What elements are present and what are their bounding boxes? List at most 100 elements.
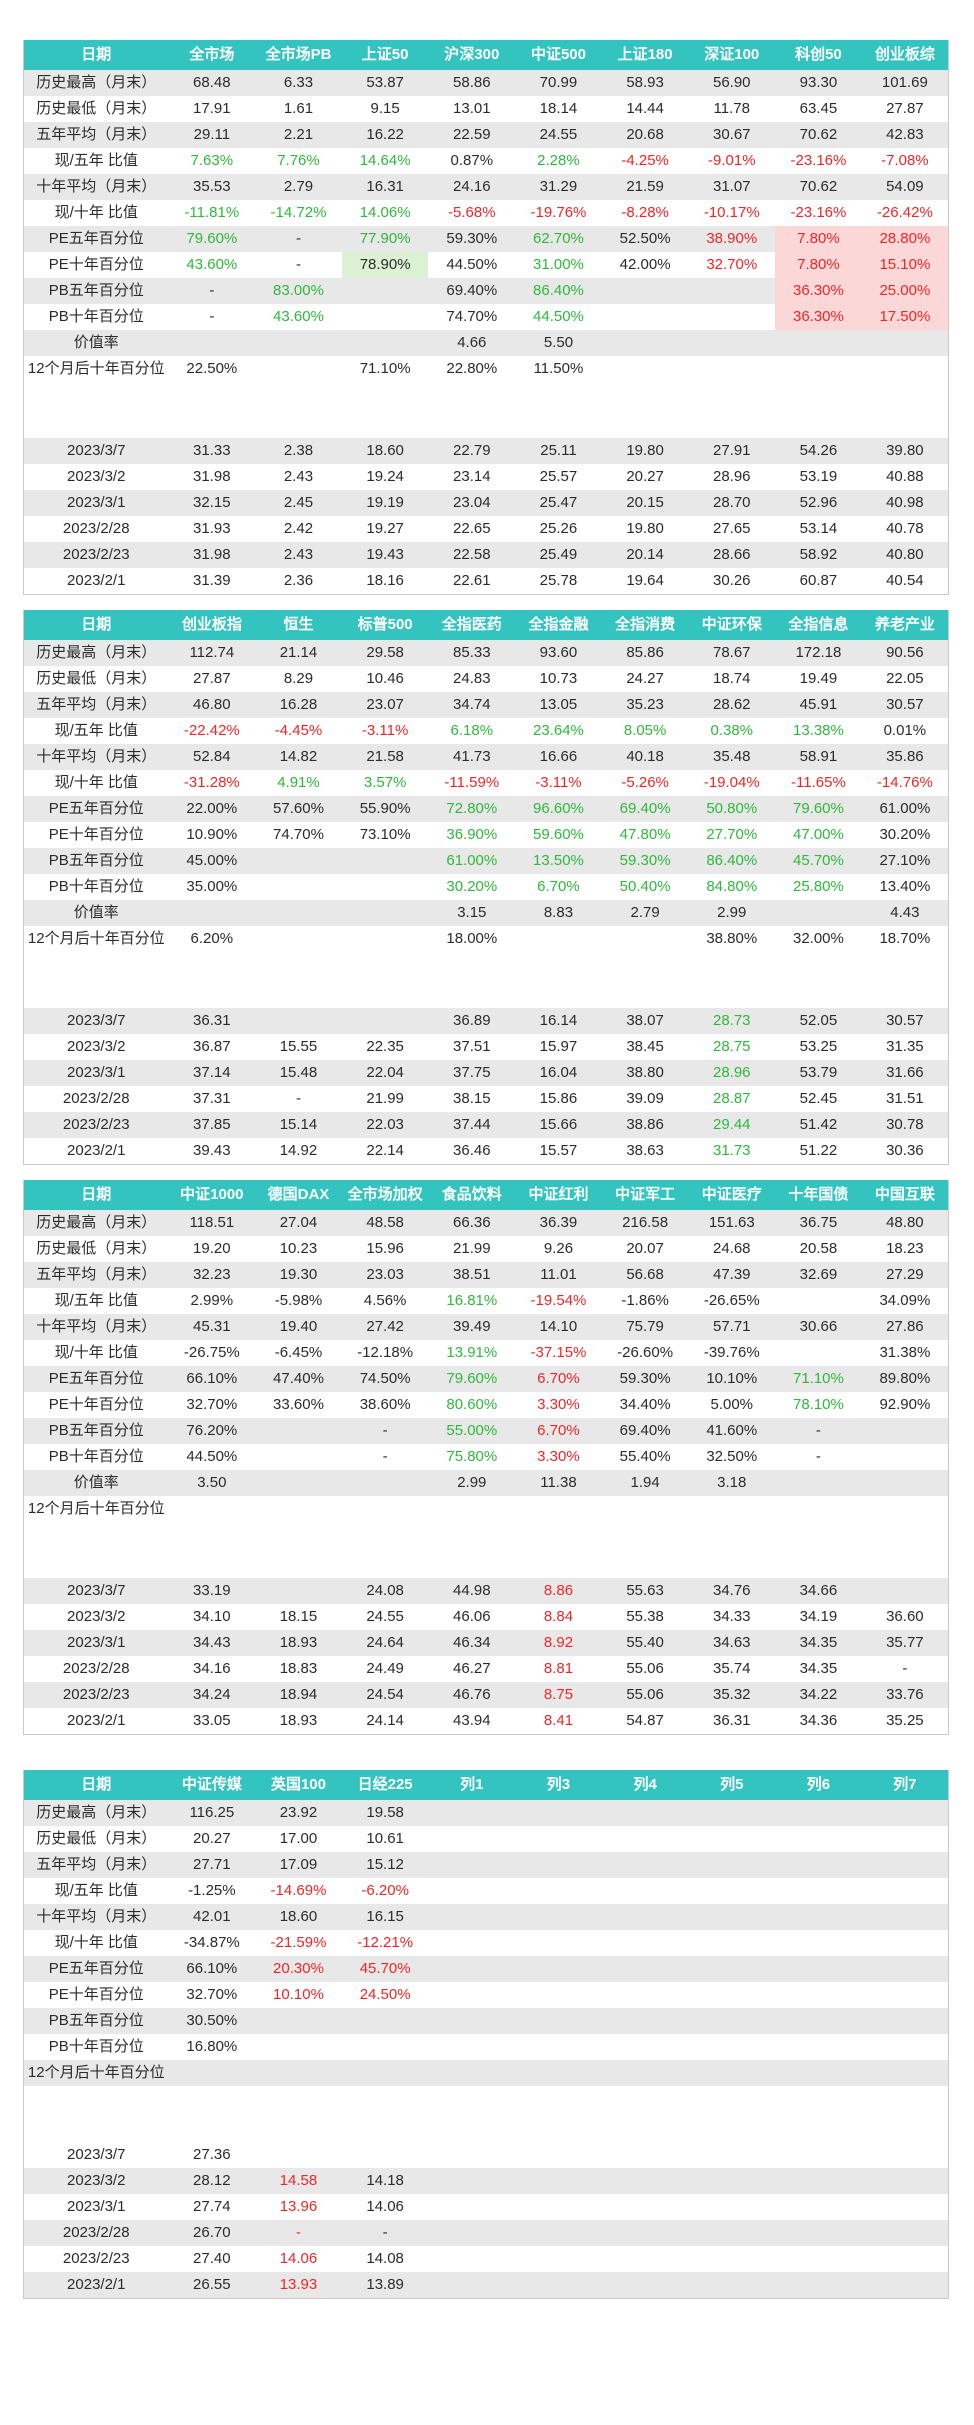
date-label: 2023/2/23 [23, 1112, 169, 1138]
table-cell: -23.16% [775, 200, 862, 226]
row-label: PB五年百分位 [23, 2008, 169, 2034]
date-row: 2023/3/1 32.15 2.45 19.19 23.04 25.47 20.15 28.… [23, 490, 949, 516]
table-cell: -34.87% [168, 1930, 256, 1956]
table-cell [688, 1878, 776, 1904]
spacer-row [23, 2114, 949, 2142]
column-header: 创业板综 [861, 40, 949, 70]
valuation-table-2: 日期 创业板指 恒生 标普500 全指医药 全指金融 全指消费 中证环保 全指信息 养老产业 历史最… [23, 610, 949, 1165]
table-cell: -6.45% [255, 1340, 342, 1366]
table-cell: 77.90% [341, 226, 429, 252]
table-cell: 14.64% [341, 148, 429, 174]
table-cell: 27.91 [688, 438, 776, 464]
table-cell: 16.80% [168, 2034, 256, 2060]
date-row: 2023/3/7 31.33 2.38 18.60 22.79 25.11 19.80 27.… [23, 438, 949, 464]
table-cell: 52.50% [601, 226, 689, 252]
metric-row: 现/十年 比值 -11.81% -14.72% 14.06% -5.68% -19.76%… [23, 200, 949, 226]
table-cell: -5.98% [255, 1288, 342, 1314]
date-row: 2023/3/2 28.12 14.58 14.18 [23, 2168, 949, 2194]
column-header: 中证军工 [601, 1180, 689, 1210]
table-cell: 34.35 [775, 1656, 862, 1682]
table-cell: 71.10% [341, 356, 429, 382]
table-cell: 16.28 [255, 692, 342, 718]
table-cell: 20.27 [601, 464, 689, 490]
table-cell: 69.40% [601, 796, 689, 822]
table-cell: 47.39 [688, 1262, 776, 1288]
table-cell [255, 356, 342, 382]
metric-row: PB五年百分位 45.00% 61.00% 13.50% 59.30% 86.40% 45.… [23, 848, 949, 874]
metric-row: 历史最低（月末） 27.87 8.29 10.46 24.83 10.73 24.27 18.… [23, 666, 949, 692]
table-cell: 46.80 [168, 692, 256, 718]
table-cell: -26.60% [601, 1340, 689, 1366]
table-cell: 2.45 [255, 490, 342, 516]
table-cell: 22.58 [428, 542, 516, 568]
table-cell: 1.61 [255, 96, 342, 122]
table-cell: 23.03 [341, 1262, 429, 1288]
table-cell [168, 330, 256, 356]
date-label: 2023/2/1 [23, 1708, 169, 1735]
table-cell: 25.80% [775, 874, 862, 900]
row-label: 历史最低（月末） [23, 1236, 169, 1262]
table-cell: 4.66 [428, 330, 516, 356]
table-cell: -4.45% [255, 718, 342, 744]
column-header: 列6 [775, 1770, 862, 1800]
table-cell: 18.93 [255, 1708, 342, 1735]
table-cell: 79.60% [168, 226, 256, 252]
table-cell: -5.68% [428, 200, 516, 226]
table-cell [688, 1496, 776, 1522]
table-cell: 2.28% [515, 148, 602, 174]
table-cell: 27.04 [255, 1210, 342, 1236]
date-label: 2023/2/28 [23, 1656, 169, 1682]
table-cell [775, 1852, 862, 1878]
table-cell: 18.70% [861, 926, 949, 952]
table-cell: 93.60 [515, 640, 602, 666]
spacer-row [23, 1522, 949, 1550]
row-label: PB五年百分位 [23, 1418, 169, 1444]
table-cell: 45.31 [168, 1314, 256, 1340]
column-header: 养老产业 [861, 610, 949, 640]
table-cell: 19.19 [341, 490, 429, 516]
row-label: 历史最高（月末） [23, 70, 169, 96]
table-cell: 35.00% [168, 874, 256, 900]
table-cell: 24.14 [341, 1708, 429, 1735]
table-cell: 19.49 [775, 666, 862, 692]
date-label: 2023/2/1 [23, 2272, 169, 2299]
table-cell: 53.87 [341, 70, 429, 96]
table-cell: 55.06 [601, 1656, 689, 1682]
row-label: 十年平均（月末） [23, 174, 169, 200]
table-cell: 52.45 [775, 1086, 862, 1112]
table-cell: 58.86 [428, 70, 516, 96]
table-cell: 75.80% [428, 1444, 516, 1470]
row-label: 现/十年 比值 [23, 200, 169, 226]
metric-row: PB十年百分位 35.00% 30.20% 6.70% 50.40% 84.80% 25.8… [23, 874, 949, 900]
table-cell: 22.00% [168, 796, 256, 822]
table-cell: 37.75 [428, 1060, 516, 1086]
table-cell: 69.40% [428, 278, 516, 304]
table-cell: 10.23 [255, 1236, 342, 1262]
table-cell: 15.10% [861, 252, 949, 278]
table-cell: 35.32 [688, 1682, 776, 1708]
table-cell: 59.30% [601, 1366, 689, 1392]
column-header: 中证传媒 [168, 1770, 256, 1800]
table-cell: 22.59 [428, 122, 516, 148]
table-cell: 20.07 [601, 1236, 689, 1262]
table-cell: 33.76 [861, 1682, 949, 1708]
table-cell: 13.50% [515, 848, 602, 874]
table-cell: 36.39 [515, 1210, 602, 1236]
table-cell: 42.01 [168, 1904, 256, 1930]
date-row: 2023/3/7 27.36 [23, 2142, 949, 2168]
table-cell [688, 356, 776, 382]
table-cell: 36.30% [775, 278, 862, 304]
table-cell: 36.30% [775, 304, 862, 330]
row-label: 五年平均（月末） [23, 1262, 169, 1288]
table-cell: 34.22 [775, 1682, 862, 1708]
table-cell: 24.64 [341, 1630, 429, 1656]
table-cell: 19.40 [255, 1314, 342, 1340]
table-cell: 55.06 [601, 1682, 689, 1708]
table-cell: 73.10% [341, 822, 429, 848]
table-cell: 7.80% [775, 226, 862, 252]
table-cell: 52.96 [775, 490, 862, 516]
table-cell: -19.76% [515, 200, 602, 226]
table-cell: 22.50% [168, 356, 256, 382]
table-cell [775, 1904, 862, 1930]
table-cell: 14.18 [341, 2168, 429, 2194]
